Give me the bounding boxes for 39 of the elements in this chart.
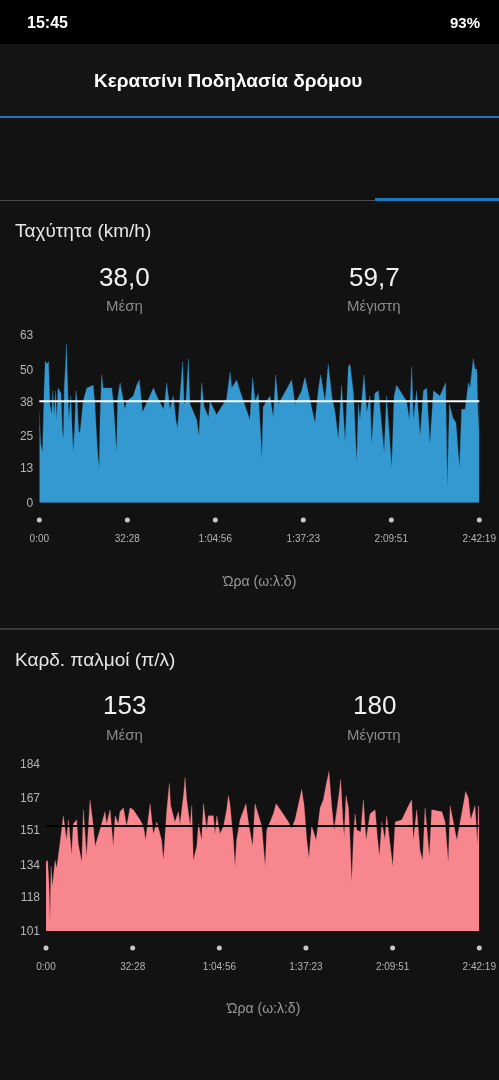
y-tick-label: 101 [19, 924, 41, 939]
y-tick-label: 118 [20, 889, 41, 904]
chart-title: Ταχύτητα (km/h) [15, 220, 152, 241]
y-tick-label: 0 [26, 495, 34, 510]
text: Μέση [106, 297, 143, 314]
text: Μέση [106, 726, 143, 743]
text: 180 [353, 690, 397, 720]
x-tick-label: 1:04:56 [202, 961, 237, 972]
x-tick-label: 1:04:56 [198, 532, 233, 544]
x-tick-label: 32:28 [120, 961, 146, 972]
y-tick-label: 134 [19, 857, 41, 872]
y-tick-label: 50 [19, 362, 34, 377]
text: 38,0 [99, 262, 150, 292]
text: Μέγιστη [347, 726, 401, 743]
x-tick-label: 32:28 [114, 532, 141, 544]
x-tick-label: 1:37:23 [289, 961, 324, 972]
text: 59,7 [349, 262, 400, 292]
text: Κερατσίνι Ποδηλασία δρόμου [94, 70, 363, 91]
text: 153 [103, 690, 147, 720]
x-tick-label: 0:00 [29, 532, 50, 544]
y-tick-label: 38 [19, 394, 34, 409]
text: 15:45 [27, 14, 69, 31]
y-tick-label: 167 [19, 790, 41, 805]
x-tick-label: 1:37:23 [286, 532, 321, 544]
x-tick-label: 0:00 [36, 961, 57, 972]
x-tick-label: 2:09:51 [374, 532, 409, 544]
y-tick-label: 63 [19, 327, 34, 342]
text: Μέγιστη [347, 297, 401, 314]
x-tick-label: 2:42:19 [462, 532, 497, 544]
y-tick-label: 184 [19, 756, 41, 771]
text: 93% [450, 14, 481, 31]
x-axis-title: Ώρα (ω:λ:δ) [226, 1000, 301, 1016]
x-tick-label: 2:42:19 [462, 961, 497, 972]
y-tick-label: 151 [19, 823, 41, 838]
y-tick-label: 25 [19, 429, 34, 444]
x-axis-title: Ώρα (ω:λ:δ) [222, 573, 297, 589]
x-tick-label: 2:09:51 [375, 961, 410, 972]
chart-title: Καρδ. παλμοί (π/λ) [15, 649, 176, 670]
y-tick-label: 13 [19, 461, 34, 476]
